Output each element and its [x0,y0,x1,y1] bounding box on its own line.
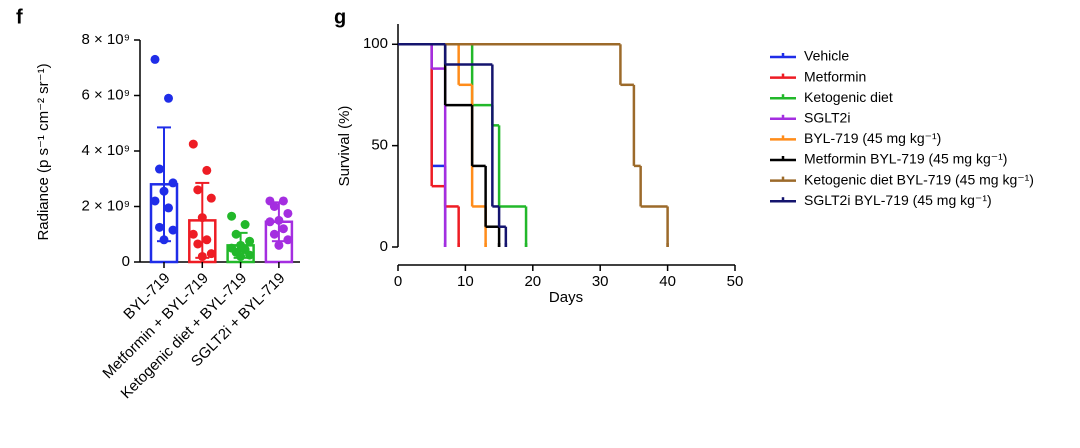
y-tick-label: 50 [371,137,388,154]
x-tick-label: 50 [727,273,744,290]
data-point [150,196,160,206]
data-point [236,251,246,261]
x-tick-label: 30 [592,273,609,290]
data-point [245,250,255,260]
legend-label: Metformin [804,68,866,84]
legend-label: SGLT2i [804,110,850,126]
x-axis-label: Days [549,289,583,306]
data-point [206,193,216,203]
y-tick-label: 6 × 10⁹ [81,86,130,103]
x-tick-label: 20 [524,273,541,290]
data-point [278,224,288,234]
data-point [227,211,237,221]
data-point [202,165,212,175]
y-tick-label: 4 × 10⁹ [81,142,130,159]
legend-label: Ketogenic diet BYL-719 (45 mg kg⁻¹) [804,171,1034,187]
data-point [168,225,178,235]
data-point [168,178,178,188]
data-point [193,185,203,195]
data-point [206,249,216,259]
data-point [193,239,203,249]
legend-label: Metformin BYL-719 (45 mg kg⁻¹) [804,151,1007,167]
data-point [245,236,255,246]
data-point [164,203,173,213]
y-axis-label: Survival (%) [336,106,353,187]
data-point [188,229,198,239]
x-tick-label: 10 [457,273,474,290]
y-tick-label: 2 × 10⁹ [81,197,130,214]
data-point [269,202,279,211]
data-point [240,220,250,230]
data-point [159,186,169,196]
x-tick-label: 0 [394,273,402,290]
y-tick-label: 0 [122,253,130,270]
panel-letter: g [334,6,346,28]
data-point [283,235,293,245]
panel-letter: f [16,6,23,28]
data-point [269,229,279,239]
data-point [265,217,275,227]
legend-label: Vehicle [804,48,849,64]
x-tick-label: 40 [659,273,676,290]
data-point [278,196,288,206]
data-point [274,215,284,225]
data-point [283,208,293,218]
legend-label: Ketogenic diet [804,89,893,105]
data-point [155,164,164,174]
legend-label: SGLT2i BYL-719 (45 mg kg⁻¹) [804,192,992,208]
data-point [197,213,207,223]
y-axis-label: Radiance (p s⁻¹ cm⁻² sr⁻¹) [35,63,52,240]
legend-label: BYL-719 (45 mg kg⁻¹) [804,130,941,146]
data-point [231,229,241,239]
data-point [164,93,173,103]
y-tick-label: 100 [363,35,388,52]
data-point [197,251,207,261]
data-point [188,139,198,149]
data-point [202,235,212,245]
data-point [155,222,164,232]
data-point [274,240,284,250]
y-tick-label: 0 [380,238,388,255]
data-point [150,54,160,64]
data-point [159,235,169,245]
y-tick-label: 8 × 10⁹ [81,31,130,48]
